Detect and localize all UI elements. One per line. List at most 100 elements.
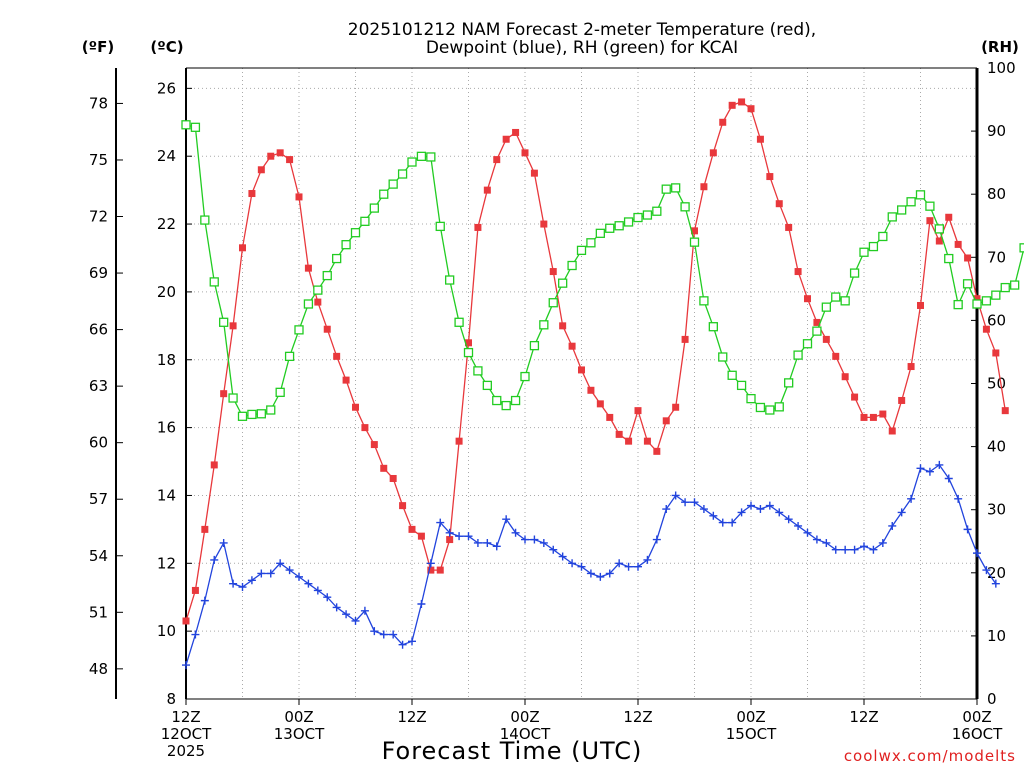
dewpoint-point <box>332 603 341 612</box>
rh-point <box>322 270 332 281</box>
rh-point <box>793 350 803 360</box>
temperature-point <box>408 525 416 533</box>
dewpoint-point <box>379 630 388 639</box>
site-credit: coolwx.com/modelts <box>844 747 1016 765</box>
temperature-point <box>568 342 576 350</box>
rh-point <box>284 351 295 362</box>
dewpoint-point <box>313 586 322 595</box>
rh-point <box>313 285 323 295</box>
rh-tick-label: 20 <box>987 564 1006 582</box>
rh-point <box>501 400 511 411</box>
temperature-point <box>596 400 604 408</box>
temperature-point <box>201 525 209 533</box>
temperature-point <box>493 156 501 164</box>
temperature-point <box>935 237 943 245</box>
rh-point <box>445 275 455 285</box>
temperature-point <box>446 536 454 544</box>
temperature-point <box>954 240 962 248</box>
temperature-point <box>549 268 557 276</box>
rh-tick-label: 30 <box>987 501 1006 519</box>
rh-tick-label: 100 <box>987 59 1016 77</box>
rh-point <box>463 347 474 358</box>
temperature-point <box>314 298 322 306</box>
rh-point <box>614 221 624 231</box>
rh-point <box>784 378 794 388</box>
rh-point <box>671 183 681 193</box>
temperature-point <box>785 223 793 231</box>
x-axis-title: Forecast Time (UTC) <box>382 737 643 765</box>
dewpoint-point <box>822 538 831 547</box>
rh-point <box>840 296 850 306</box>
dewpoint-point <box>539 538 548 547</box>
rh-point <box>586 238 596 248</box>
rh-point <box>529 340 540 351</box>
temperature-point <box>512 128 520 136</box>
data-series <box>181 98 1024 670</box>
temperature-point <box>333 352 341 360</box>
rh-tick-label: 50 <box>987 375 1006 393</box>
rh-point <box>426 152 436 162</box>
temperature-point <box>239 244 246 252</box>
dewpoint-point <box>436 518 445 527</box>
x-tick-label: 15OCT <box>726 725 777 743</box>
x-tick-label: 00Z <box>736 708 765 726</box>
dewpoint-point <box>238 583 247 592</box>
x-tick-label: 00Z <box>284 708 313 726</box>
dewpoint-point <box>643 555 652 564</box>
celsius-tick-label: 22 <box>157 215 176 233</box>
x-tick-label: 12Z <box>397 708 426 726</box>
temperature-point <box>813 318 821 326</box>
dewpoint-point <box>247 576 256 585</box>
temperature-point <box>907 363 915 371</box>
rh-point <box>520 371 530 382</box>
temperature-point <box>427 566 435 574</box>
dewpoint-point <box>831 545 840 554</box>
fahrenheit-tick-label: 60 <box>89 434 108 452</box>
rh-point <box>219 317 229 327</box>
rh-point <box>887 212 897 222</box>
rh-point <box>915 190 926 200</box>
fahrenheit-tick-label: 78 <box>89 94 108 112</box>
rh-point <box>482 380 492 391</box>
dewpoint-point <box>257 569 266 578</box>
dewpoint-line <box>185 463 997 666</box>
temperature-point <box>295 193 303 201</box>
dewpoint-point <box>455 532 464 541</box>
dewpoint-point <box>765 501 774 510</box>
rh-point <box>605 223 615 233</box>
dewpoint-point <box>304 579 313 588</box>
temperature-point <box>210 461 218 469</box>
rh-point <box>802 339 813 349</box>
temperature-point <box>973 295 981 303</box>
temperature-point <box>465 339 472 347</box>
celsius-tick-label: 16 <box>157 419 176 437</box>
rh-point <box>727 370 737 380</box>
temperature-point <box>559 322 567 330</box>
x-tick-label: 2025 <box>167 742 205 760</box>
temperature-point <box>756 135 764 143</box>
temperature-point <box>540 220 548 228</box>
rh-point <box>661 184 671 194</box>
temperature-point <box>502 135 510 143</box>
temperature-point <box>982 325 990 333</box>
rh-point <box>821 302 831 312</box>
rh-point <box>642 210 653 220</box>
rh-tick-label: 90 <box>987 122 1006 140</box>
rh-point <box>859 247 869 257</box>
dewpoint-point <box>634 562 642 571</box>
celsius-tick-label: 8 <box>166 690 176 708</box>
dewpoint-point <box>210 555 219 564</box>
dewpoint-point <box>699 505 708 514</box>
gridlines <box>186 68 977 699</box>
dewpoint-point <box>718 518 727 527</box>
rh-point <box>934 224 944 234</box>
temperature-point <box>926 217 934 225</box>
chart-title-line1: 2025101212 NAM Forecast 2-meter Temperat… <box>348 20 816 40</box>
temperature-point <box>917 301 924 309</box>
x-tick-label: 12Z <box>849 708 878 726</box>
temperature-point <box>323 325 331 333</box>
dewpoint-point <box>812 535 821 544</box>
rh-point <box>558 278 568 288</box>
temperature-point <box>578 366 585 374</box>
temperature-point <box>728 101 736 109</box>
